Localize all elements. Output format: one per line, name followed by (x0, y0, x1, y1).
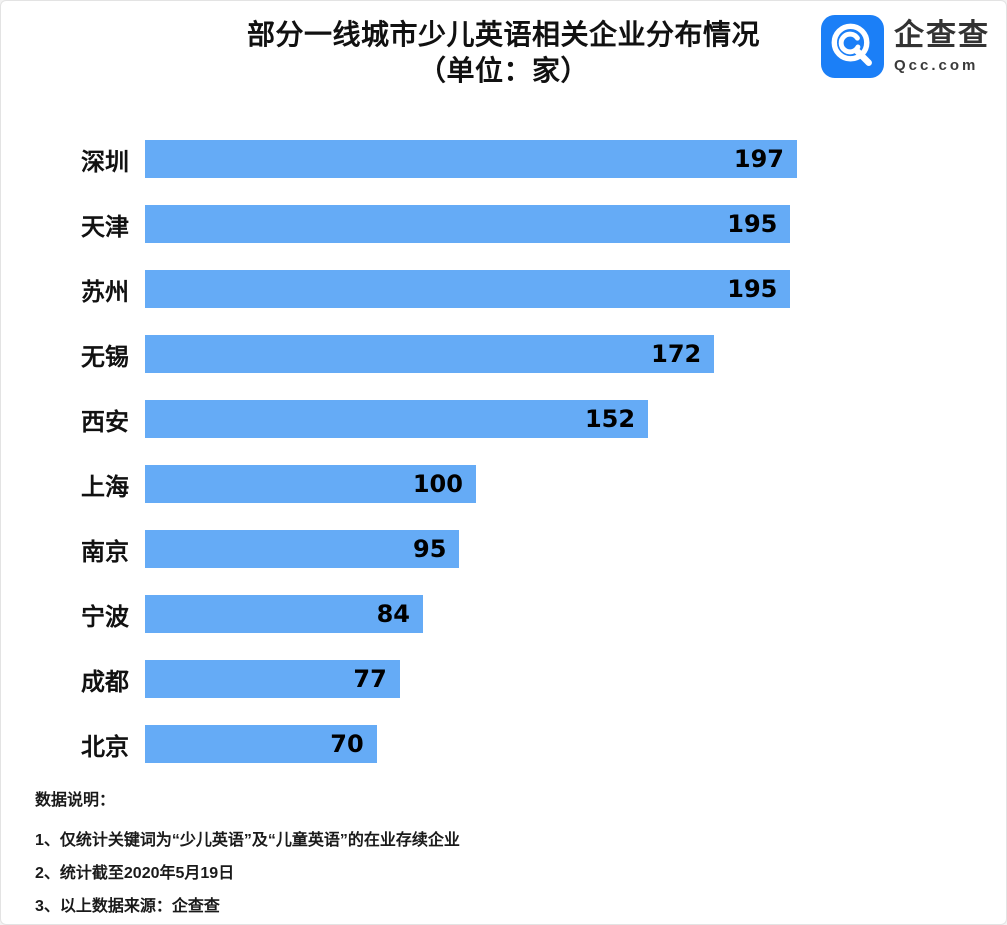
footnote-item: 1、仅统计关键词为“少儿英语”及“儿童英语”的在业存续企业 (35, 832, 460, 849)
qcc-logo-name: 企查查 (894, 18, 990, 52)
bar-row: 西安 152 (1, 400, 1006, 438)
chart-title: 部分一线城市少儿英语相关企业分布情况 （单位：家） (1, 17, 1006, 89)
bar-track: 172 (145, 335, 797, 373)
chart-header: 部分一线城市少儿英语相关企业分布情况 （单位：家） 企查查 Qcc.com (1, 1, 1006, 89)
bar-category-label: 苏州 (81, 278, 129, 306)
qcc-logo-text: 企查查 Qcc.com (894, 18, 990, 74)
bar-category-label: 西安 (81, 408, 129, 436)
bar-track: 84 (145, 595, 797, 633)
bar-row: 天津 195 (1, 205, 1006, 243)
bar-category-label: 深圳 (81, 148, 129, 176)
bar-track: 100 (145, 465, 797, 503)
bar: 172 (145, 335, 715, 373)
bar-category-label: 无锡 (81, 343, 129, 371)
bar-track: 195 (145, 270, 797, 308)
bar-category-label: 南京 (81, 538, 129, 566)
bar-category-label: 宁波 (81, 603, 129, 631)
footnote-item: 3、以上数据来源：企查查 (35, 898, 220, 915)
bar-chart: 深圳 197 天津 195 苏州 195 (1, 140, 1006, 763)
bar-value-label: 172 (651, 340, 702, 368)
qcc-logo: 企查查 Qcc.com (821, 15, 990, 78)
bar: 84 (145, 595, 423, 633)
bar-track: 70 (145, 725, 797, 763)
bar-value-label: 152 (584, 405, 636, 433)
bar-value-label: 197 (733, 145, 784, 173)
bar-row: 南京 95 (1, 530, 1006, 568)
bar-row: 深圳 197 (1, 140, 1006, 178)
bar-value-label: 195 (727, 210, 778, 238)
bar: 77 (145, 660, 400, 698)
qcc-logo-domain: Qcc.com (894, 56, 979, 74)
chart-title-line1: 部分一线城市少儿英语相关企业分布情况 (246, 19, 760, 50)
bar: 100 (145, 465, 476, 503)
bar: 197 (145, 140, 797, 178)
footnote-heading: 数据说明： (35, 792, 116, 809)
bar-value-label: 195 (727, 275, 778, 303)
bar-value-label: 70 (330, 730, 364, 758)
bar-category-label: 北京 (81, 733, 129, 761)
bar-value-label: 84 (376, 600, 410, 628)
bar-value-label: 95 (413, 535, 447, 563)
bar-value-label: 100 (412, 470, 463, 498)
footnote-item: 2、统计截至2020年5月19日 (35, 865, 235, 882)
bar-track: 152 (145, 400, 797, 438)
bar-track: 95 (145, 530, 797, 568)
footnotes: 数据说明： 1、仅统计关键词为“少儿英语”及“儿童英语”的在业存续企业 2、统计… (35, 790, 1006, 923)
bar-track: 197 (145, 140, 797, 178)
bar-track: 77 (145, 660, 797, 698)
bar-row: 宁波 84 (1, 595, 1006, 633)
bar: 95 (145, 530, 460, 568)
qcc-logo-icon (821, 15, 884, 78)
bar-row: 成都 77 (1, 660, 1006, 698)
bar-value-label: 77 (353, 665, 387, 693)
bar: 195 (145, 270, 791, 308)
bar-row: 苏州 195 (1, 270, 1006, 308)
bar-row: 上海 100 (1, 465, 1006, 503)
bar-row: 无锡 172 (1, 335, 1006, 373)
bar-row: 北京 70 (1, 725, 1006, 763)
bar-category-label: 上海 (81, 473, 129, 501)
bar-category-label: 天津 (81, 213, 129, 241)
chart-title-line2: （单位：家） (417, 55, 589, 86)
bar-category-label: 成都 (81, 668, 129, 696)
bar-track: 195 (145, 205, 797, 243)
bar: 70 (145, 725, 377, 763)
bar: 195 (145, 205, 791, 243)
bar: 152 (145, 400, 649, 438)
